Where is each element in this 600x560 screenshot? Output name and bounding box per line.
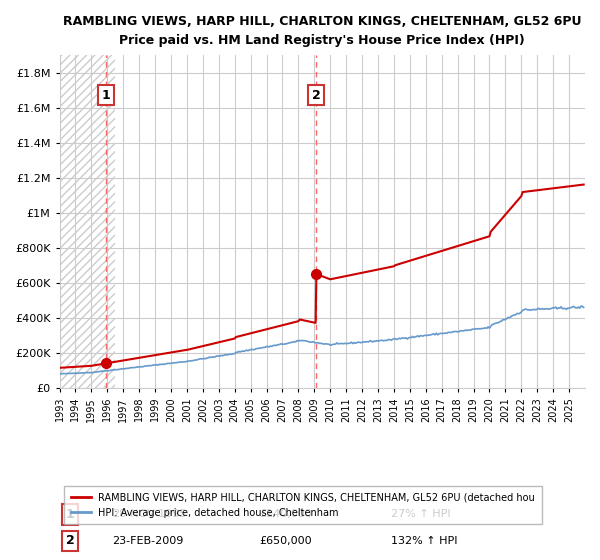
Text: 27% ↑ HPI: 27% ↑ HPI — [391, 510, 450, 519]
Title: RAMBLING VIEWS, HARP HILL, CHARLTON KINGS, CHELTENHAM, GL52 6PU
Price paid vs. H: RAMBLING VIEWS, HARP HILL, CHARLTON KING… — [63, 15, 581, 47]
Text: 1: 1 — [101, 88, 110, 101]
Text: 132% ↑ HPI: 132% ↑ HPI — [391, 536, 457, 546]
Text: £650,000: £650,000 — [259, 536, 312, 546]
Legend: RAMBLING VIEWS, HARP HILL, CHARLTON KINGS, CHELTENHAM, GL52 6PU (detached hou, H: RAMBLING VIEWS, HARP HILL, CHARLTON KING… — [64, 486, 542, 524]
Text: £140,000: £140,000 — [259, 510, 312, 519]
Text: 23-FEB-2009: 23-FEB-2009 — [112, 536, 184, 546]
Text: 28-NOV-1995: 28-NOV-1995 — [112, 510, 187, 519]
Text: 2: 2 — [65, 534, 74, 548]
Text: 2: 2 — [312, 88, 321, 101]
Text: 1: 1 — [65, 508, 74, 521]
